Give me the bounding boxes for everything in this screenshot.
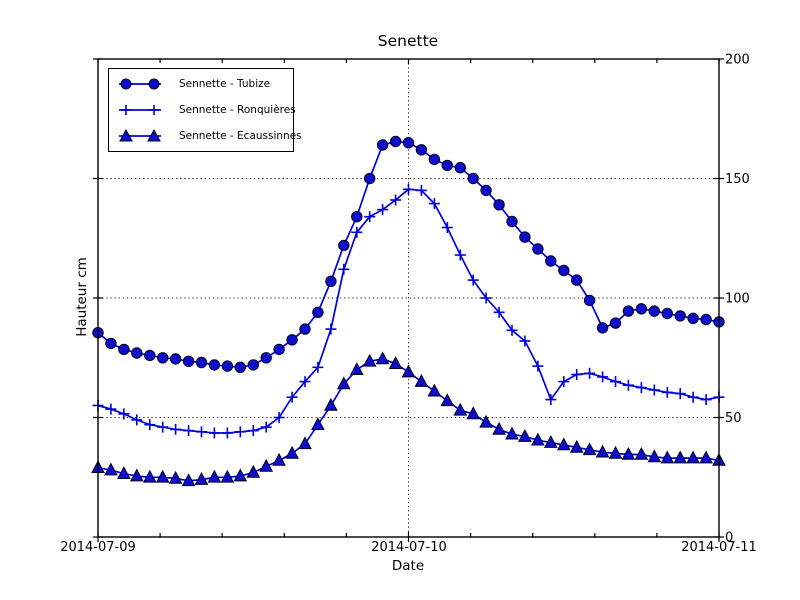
y-tick-label: 150 — [725, 172, 750, 187]
x-tick-label: 2014-07-09 — [60, 540, 136, 555]
legend-label: Sennette - Ronquières — [179, 104, 296, 116]
legend-label: Sennette - Tubize — [179, 78, 271, 90]
legend: Sennette - Tubize Sennette - Ronquières … — [108, 68, 302, 152]
legend-entry-ronquieres: Sennette - Ronquières — [115, 97, 296, 123]
x-tick-label: 2014-07-10 — [371, 540, 447, 555]
y-tick-label: 0 — [725, 531, 733, 546]
chart-title: Senette — [378, 32, 438, 50]
legend-label: Sennette - Ecaussinnes — [179, 130, 302, 142]
legend-entry-ecaussinnes: Sennette - Ecaussinnes — [115, 123, 302, 149]
series-sennette-ronqui-res — [92, 183, 725, 439]
x-tick-label: 2014-07-11 — [681, 540, 757, 555]
y-tick-label: 50 — [725, 411, 742, 426]
legend-entry-tubize: Sennette - Tubize — [115, 71, 287, 97]
plot-generated-layer — [91, 58, 726, 542]
gridlines — [98, 59, 719, 537]
plot-border — [97, 58, 720, 538]
x-axis-label: Date — [392, 558, 424, 574]
y-tick-label: 200 — [725, 53, 750, 68]
legend-marker-triangle-icon — [119, 129, 161, 142]
series-sennette-ecaussinnes — [91, 351, 726, 487]
legend-marker-circle-icon — [119, 78, 161, 90]
y-tick-label: 100 — [725, 292, 750, 307]
series-sennette-tubize — [92, 135, 725, 373]
y-axis-label: Hauteur cm — [74, 257, 90, 337]
legend-marker-plus-icon — [119, 105, 161, 115]
